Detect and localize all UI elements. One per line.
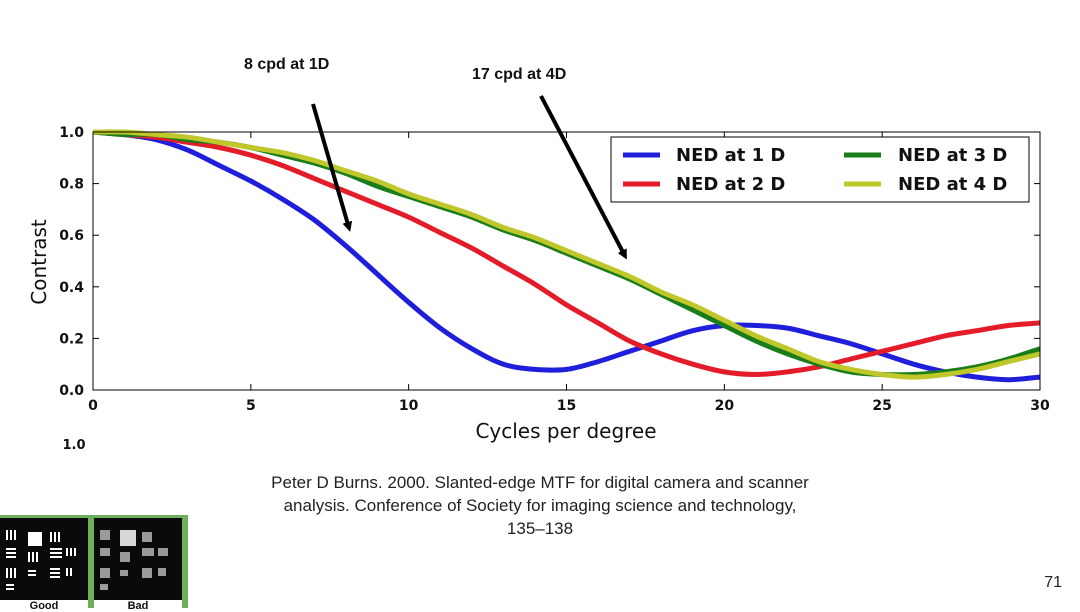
x-ticks: 0 5 10 15 20 25 30: [88, 132, 1050, 414]
y-tick-label: 0.4: [59, 280, 84, 296]
y-tick-label: 0.8: [59, 177, 84, 193]
x-tick-label: 30: [1030, 398, 1050, 414]
bad-label: Bad: [94, 600, 182, 612]
x-tick-label: 10: [399, 398, 419, 414]
x-tick-label: 20: [715, 398, 735, 414]
citation-line-3: 135–138: [506, 519, 574, 538]
y-ticks: 0.0 0.2 0.4 0.6 0.8 1.0: [59, 125, 1040, 399]
y-tick-label: 0.0: [59, 383, 84, 399]
legend-label-ned-2d: NED at 2 D: [676, 174, 785, 195]
annotation-17cpd-4d: 17 cpd at 4D: [472, 66, 567, 83]
page-number: 71: [1044, 574, 1062, 591]
series-line-ned-4d: [92, 129, 1041, 380]
y-tick-label: 0.6: [59, 228, 84, 244]
legend-label-ned-1d: NED at 1 D: [676, 145, 785, 166]
legend: NED at 1 D NED at 2 D NED at 3 D NED at …: [610, 136, 1030, 203]
series-line-ned-2d: [92, 129, 1041, 377]
good-label: Good: [0, 600, 88, 612]
legend-box: [610, 136, 1030, 203]
x-tick-label: 0: [88, 398, 98, 414]
y-axis-label: Contrast: [27, 219, 51, 305]
annotation-8cpd-1d: 8 cpd at 1D: [244, 56, 330, 73]
y-tick-label: 0.2: [59, 331, 84, 347]
mtf-chart: 0 5 10 15 20 25 30 0.0 0.2 0.4 0.6 0.8 1.0 Cycles p…: [27, 95, 1050, 450]
series-line-ned-1d: [92, 129, 1041, 383]
citation: Peter D Burns. 2000. Slanted-edge MTF fo…: [180, 471, 900, 540]
citation-line-1: Peter D Burns. 2000. Slanted-edge MTF fo…: [271, 473, 809, 492]
y-tick-label: 1.0: [59, 125, 84, 141]
resolution-target-good: Good: [0, 518, 88, 612]
series-layer: [92, 129, 1041, 383]
annotation-arrow-4d: [539, 95, 627, 260]
x-tick-label: 15: [557, 398, 576, 414]
legend-label-ned-3d: NED at 3 D: [898, 145, 1007, 166]
legend-label-ned-4d: NED at 4 D: [898, 174, 1007, 195]
citation-line-2: analysis. Conference of Society for imag…: [283, 496, 797, 515]
annotation-arrow-1d: [311, 103, 353, 232]
x-tick-label: 5: [246, 398, 256, 414]
x-axis-label: Cycles per degree: [475, 419, 656, 443]
x-tick-label: 25: [872, 398, 891, 414]
resolution-target-bad: Bad: [94, 518, 182, 612]
usaf-target-good-icon: [6, 530, 76, 590]
cropped-tick-fragment: 1.0: [62, 438, 85, 450]
resolution-target-thumbnail: Good Bad: [0, 515, 188, 612]
usaf-target-bad-icon: [100, 530, 168, 590]
